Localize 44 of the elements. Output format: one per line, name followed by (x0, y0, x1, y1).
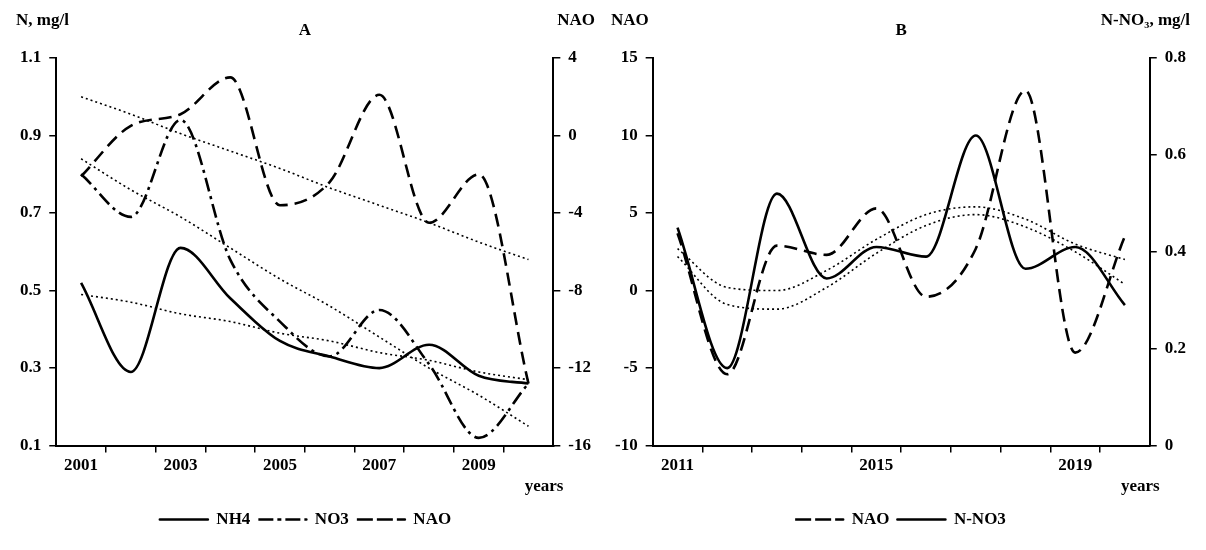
x-tick-label: 2009 (461, 455, 496, 475)
x-tick-label: 2003 (163, 455, 198, 475)
y2-tick-label: -12 (568, 357, 592, 377)
chart-title: A (298, 20, 311, 40)
x-tick-label: 2015 (859, 455, 894, 475)
y2-tick-label: 0.6 (1164, 144, 1186, 164)
x-axis-title: years (1121, 475, 1160, 496)
y2-tick-label: 4 (568, 47, 578, 67)
x-tick-label: 2011 (660, 455, 695, 475)
y-tick-label: 10 (620, 124, 638, 144)
y-tick-label: 0 (629, 279, 638, 299)
legend-label: NAO (851, 508, 890, 528)
y-tick-label: -10 (614, 434, 638, 454)
legend-label: NO3 (314, 508, 349, 528)
x-tick-label: 2007 (362, 455, 397, 475)
y-tick-label: 0.7 (20, 202, 42, 222)
y-tick-label: 0.5 (20, 279, 42, 299)
y2-tick-label: 0.8 (1164, 47, 1186, 67)
y-tick-label: 15 (620, 47, 638, 67)
legend-label: NAO (413, 508, 452, 528)
y2-tick-label: 0 (568, 124, 577, 144)
y-tick-label: 0.9 (20, 124, 42, 144)
y-tick-label: 0.1 (20, 434, 42, 454)
x-axis-title: years (524, 475, 564, 496)
legend-label: NH4 (216, 508, 251, 528)
y-axis-title: N, mg/l (16, 10, 69, 30)
y2-tick-label: 0.4 (1164, 241, 1187, 261)
y2-tick-label: 0.2 (1164, 338, 1186, 358)
x-tick-label: 2005 (262, 455, 297, 475)
y-tick-label: 5 (629, 202, 638, 222)
y-tick-label: 1.1 (20, 47, 42, 67)
y2-tick-label: -8 (568, 279, 583, 299)
y-tick-label: -5 (623, 357, 638, 377)
y2-tick-label: 0 (1164, 434, 1174, 454)
y2-tick-label: -4 (568, 202, 583, 222)
legend-label: N-NO3 (953, 508, 1006, 528)
y-axis-title: NAO (611, 10, 649, 30)
x-tick-label: 2001 (64, 455, 99, 475)
y2-tick-label: -16 (568, 434, 592, 454)
y-tick-label: 0.3 (20, 357, 42, 377)
y2-axis-title: NAO (557, 10, 595, 30)
y2-axis-title: N-NO₃, mg/l (1100, 10, 1190, 30)
x-tick-label: 2019 (1058, 455, 1093, 475)
chart-title: B (895, 20, 907, 40)
